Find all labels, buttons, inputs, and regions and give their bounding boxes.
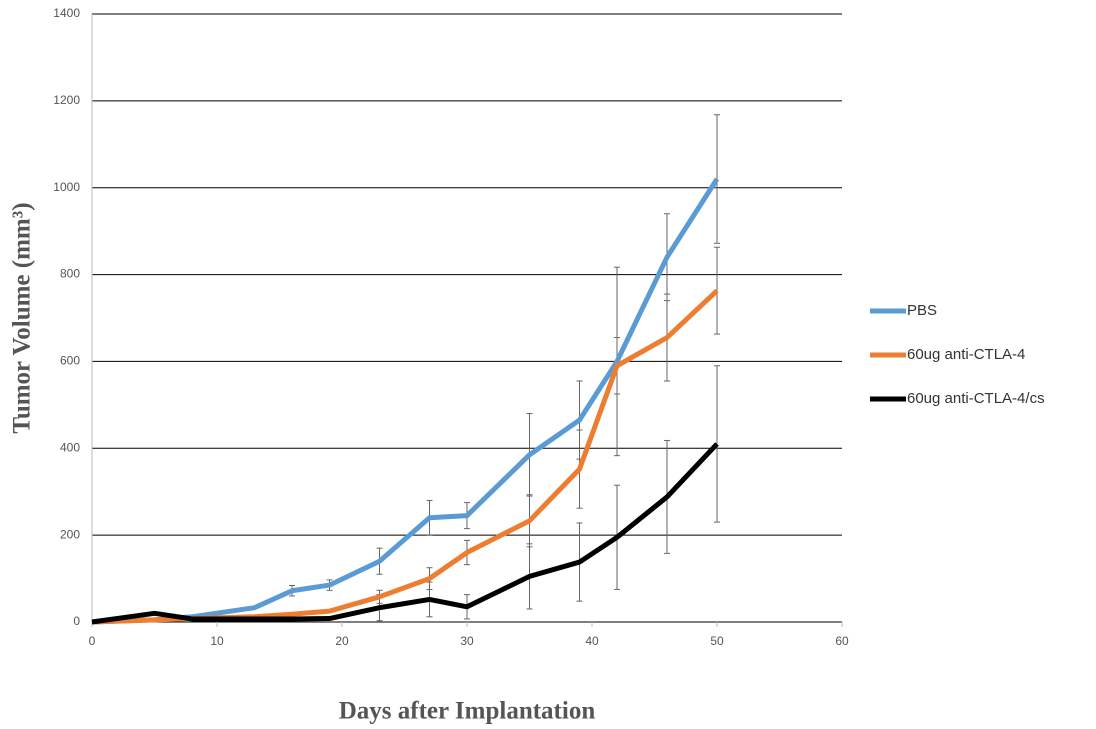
y-tick-label: 200: [60, 527, 80, 541]
y-tick-label: 400: [60, 440, 80, 454]
x-tick-label: 0: [89, 634, 96, 648]
y-tick-label: 600: [60, 354, 80, 368]
x-axis-title: Days after Implantation: [339, 698, 596, 725]
x-tick-label: 40: [585, 634, 599, 648]
y-tick-label: 800: [60, 267, 80, 281]
x-tick-label: 60: [835, 634, 849, 648]
x-tick-label: 50: [710, 634, 724, 648]
series-line: [91, 442, 719, 625]
y-tick-label: 1200: [53, 93, 80, 107]
x-tick-label: 30: [460, 634, 474, 648]
y-axis-title: Tumor Volume (mm³): [9, 202, 36, 433]
x-tick-label: 20: [335, 634, 349, 648]
y-tick-label: 1000: [53, 180, 80, 194]
legend-label: 60ug anti-CTLA-4: [907, 346, 1025, 363]
legend-label: 60ug anti-CTLA-4/cs: [907, 390, 1045, 407]
series-line: [91, 288, 719, 625]
series-line: [91, 177, 720, 625]
y-tick-label: 1400: [53, 6, 80, 20]
legend-label: PBS: [907, 302, 937, 319]
y-tick-label: 0: [73, 614, 80, 628]
x-tick-label: 10: [210, 634, 224, 648]
error-bar: [714, 365, 720, 523]
